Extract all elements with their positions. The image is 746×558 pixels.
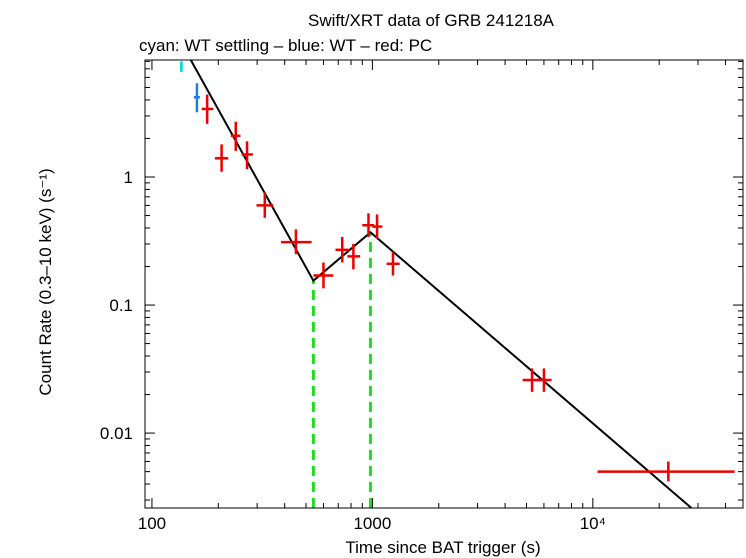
data-point <box>214 144 229 172</box>
break-lines <box>311 232 372 508</box>
data-point <box>347 243 361 270</box>
data-point <box>193 83 200 113</box>
axis-ticks: 100 1000 10⁴ 0.01 0.1 1 <box>100 60 743 533</box>
data-point <box>313 262 334 289</box>
data-point <box>179 61 183 73</box>
y-tick-label: 0.01 <box>100 424 133 443</box>
data-point <box>256 192 274 218</box>
data-point <box>241 141 253 170</box>
data-point <box>372 214 383 239</box>
x-tick-label: 1000 <box>353 514 391 533</box>
y-axis-label: Count Rate (0.3–10 keV) (s⁻¹) <box>36 168 55 395</box>
x-axis-label: Time since BAT trigger (s) <box>345 538 540 557</box>
data-point <box>201 94 214 124</box>
plot-frame <box>144 59 744 509</box>
data-points <box>179 61 735 482</box>
y-tick-label: 0.1 <box>109 296 133 315</box>
data-point <box>281 229 312 255</box>
y-tick-label: 1 <box>124 168 133 187</box>
data-point <box>335 236 349 263</box>
data-point <box>362 213 375 237</box>
x-tick-label: 10⁴ <box>580 514 606 533</box>
data-point <box>386 251 400 276</box>
data-point <box>597 461 735 482</box>
data-point <box>230 121 241 151</box>
chart-title: Swift/XRT data of GRB 241218A <box>308 11 555 30</box>
data-point <box>535 368 552 392</box>
chart-subtitle: cyan: WT settling – blue: WT – red: PC <box>139 36 432 55</box>
x-tick-label: 100 <box>138 514 166 533</box>
